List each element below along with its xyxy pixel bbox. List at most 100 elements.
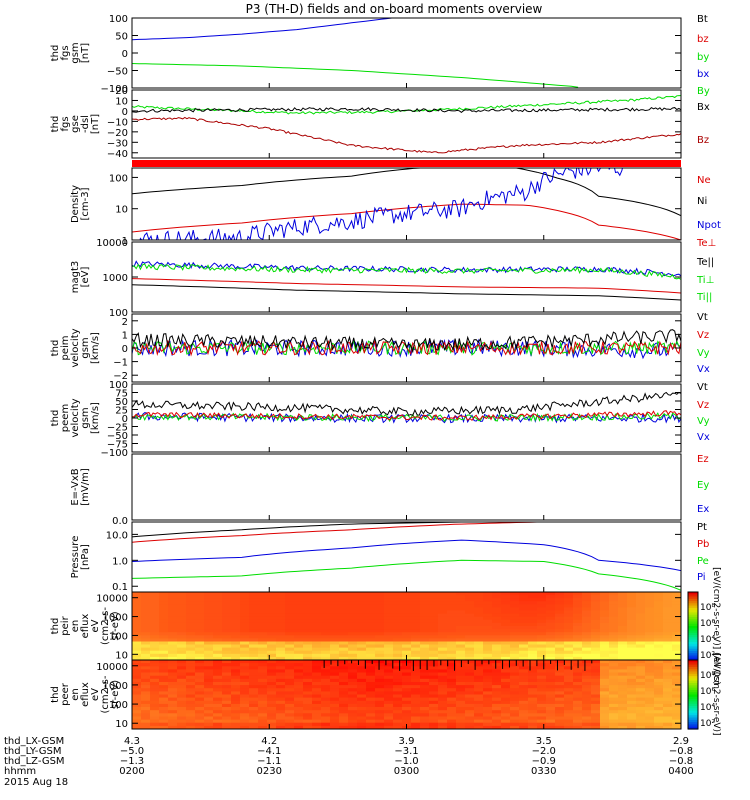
peer_en-pixel: [501, 719, 511, 724]
peer_en-pixel: [564, 660, 574, 664]
peer_en-pixel: [384, 675, 394, 680]
peer_en-pixel: [177, 697, 187, 702]
peir_en-pixel: [330, 629, 340, 633]
peir_en-pixel: [195, 632, 205, 636]
peer_en-pixel: [447, 725, 457, 729]
peer_en-pixel: [492, 660, 502, 664]
peir_en-pixel: [627, 656, 637, 660]
peir_en-pixel: [564, 613, 574, 618]
peer_en-pixel: [663, 675, 673, 680]
peer_en-pixel: [618, 716, 628, 721]
peir_en-pixel: [546, 610, 556, 615]
peer_en-pixel: [204, 675, 214, 680]
peer_en-pixel: [402, 685, 412, 689]
peir_en-pixel: [456, 607, 466, 612]
peir_en-pixel: [627, 598, 637, 602]
peir_en-pixel: [231, 610, 241, 615]
peir_en-pixel: [303, 601, 313, 605]
peir_en-pixel: [213, 616, 223, 621]
peer_en-pixel: [321, 703, 331, 708]
peer_en-pixel: [276, 707, 286, 711]
peir_en-pixel: [654, 632, 664, 636]
peer_en-pixel: [204, 682, 214, 686]
peir_en-pixel: [348, 595, 358, 599]
peer_en-pixel: [618, 694, 628, 699]
peer_en-pixel: [384, 719, 394, 724]
peer_en-pixel: [501, 725, 511, 729]
pressure-ylabel-line: Pressure: [70, 536, 81, 579]
peir_en-pixel: [222, 607, 232, 612]
peir_en-pixel: [654, 653, 664, 658]
colorbar-step: [688, 694, 698, 698]
peir_en-pixel: [519, 592, 529, 596]
peir_en-pixel: [294, 604, 304, 609]
peer_en-pixel: [456, 719, 466, 724]
peir_en-pixel: [339, 647, 349, 652]
efield-ylabel-line: E=-VxB: [70, 468, 81, 505]
peer_en-pixel: [618, 703, 628, 708]
peer_en-pixel: [375, 685, 385, 689]
peir_en-pixel: [636, 641, 646, 646]
mom_temp-ylabel-line: magt3: [70, 261, 81, 294]
peir_en-pixel: [654, 638, 664, 643]
peer_en-pixel: [393, 716, 403, 721]
peir_en-pixel: [186, 619, 196, 624]
colorbar-step: [688, 605, 698, 609]
peir_en-pixel: [645, 653, 655, 658]
peir_en-pixel: [564, 656, 574, 660]
peer_en-pixel: [510, 700, 520, 705]
peer_en-pixel: [321, 694, 331, 699]
peer_en-pixel: [519, 672, 529, 677]
peer_en-pixel: [168, 675, 178, 680]
peir_en-pixel: [537, 641, 547, 646]
peir_en-pixel: [249, 626, 259, 630]
peer_en-pixel: [186, 675, 196, 680]
peer_en-pixel: [258, 719, 268, 724]
peir_en-pixel: [447, 644, 457, 649]
peer_en-pixel: [645, 691, 655, 696]
colorbar-step: [688, 722, 698, 725]
peer_en-pixel: [141, 685, 151, 689]
peer_en-pixel: [600, 660, 610, 664]
peer_en-pixel: [447, 660, 457, 664]
peer_en-pixel: [249, 722, 259, 727]
peir_en-pixel: [132, 638, 142, 643]
peir_en-pixel: [582, 619, 592, 624]
peer_en-pixel: [384, 663, 394, 667]
fgs_gsm-ylabel-line: fgs: [60, 45, 71, 60]
peer_en-pixel: [492, 719, 502, 724]
peer_en-pixel: [546, 707, 556, 711]
peir_en-pixel: [276, 595, 286, 599]
peer_en-pixel: [303, 678, 313, 683]
peir_en-pixel: [375, 635, 385, 639]
peer_en-pixel: [438, 691, 448, 696]
peir_en-pixel: [537, 613, 547, 618]
peir_en-pixel: [204, 644, 214, 649]
colorbar-step: [688, 666, 698, 670]
peer_en-pixel: [483, 678, 493, 683]
peir_en-pixel: [177, 601, 187, 605]
peir_en-pixel: [339, 638, 349, 643]
peir_en-pixel: [456, 647, 466, 652]
peir_en-pixel: [177, 604, 187, 609]
peer_en-pixel: [402, 672, 412, 677]
peer_en-pixel: [438, 719, 448, 724]
peer_en-pixel: [384, 710, 394, 714]
peer_en-pixel: [474, 678, 484, 683]
peir_en-pixel: [213, 629, 223, 633]
peir_en-pixel: [339, 607, 349, 612]
peer_en-pixel: [294, 719, 304, 724]
peer_en-pixel: [267, 688, 277, 692]
peir_en-pixel: [231, 622, 241, 627]
peir_en-pixel: [429, 604, 439, 609]
peer_en-pixel: [285, 660, 295, 664]
y-tick-label: 10: [115, 205, 128, 216]
peer_en-pixel: [303, 669, 313, 674]
peer_en-pixel: [456, 666, 466, 670]
peir_en-pixel: [312, 629, 322, 633]
peer_en-pixel: [492, 700, 502, 705]
peer_en-pixel: [294, 666, 304, 670]
peir_en-pixel: [429, 626, 439, 630]
peer_en-pixel: [429, 713, 439, 717]
